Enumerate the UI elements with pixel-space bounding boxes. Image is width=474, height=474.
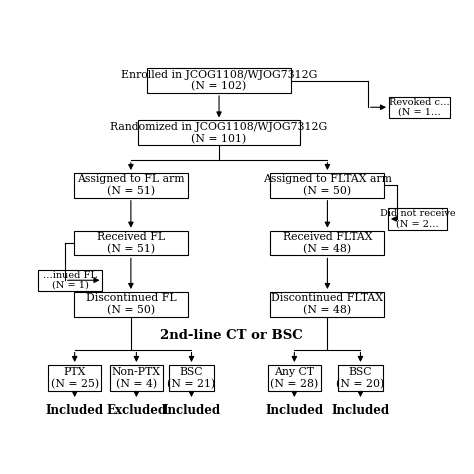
Text: Included: Included xyxy=(265,404,323,418)
Text: Excluded: Excluded xyxy=(106,404,166,418)
FancyBboxPatch shape xyxy=(138,120,300,145)
FancyBboxPatch shape xyxy=(74,231,188,255)
Text: Received FLTAX
(N = 48): Received FLTAX (N = 48) xyxy=(283,232,372,254)
FancyBboxPatch shape xyxy=(169,365,213,391)
Text: Enrolled in JCOG1108/WJOG7312G
(N = 102): Enrolled in JCOG1108/WJOG7312G (N = 102) xyxy=(121,70,317,91)
Text: Non-PTX
(N = 4): Non-PTX (N = 4) xyxy=(112,367,161,389)
Text: Received FL
(N = 51): Received FL (N = 51) xyxy=(97,232,165,254)
FancyBboxPatch shape xyxy=(74,173,188,198)
FancyBboxPatch shape xyxy=(48,365,101,391)
FancyBboxPatch shape xyxy=(338,365,383,391)
FancyBboxPatch shape xyxy=(268,365,321,391)
Text: 2nd-line CT or BSC: 2nd-line CT or BSC xyxy=(160,329,302,342)
Text: BSC
(N = 21): BSC (N = 21) xyxy=(167,367,216,389)
Text: Discontinued FLTAX
(N = 48): Discontinued FLTAX (N = 48) xyxy=(272,293,383,315)
Text: …inued FL
(N = 1): …inued FL (N = 1) xyxy=(43,271,97,290)
Text: Any CT
(N = 28): Any CT (N = 28) xyxy=(270,367,319,389)
Text: Assigned to FLTAX arm
(N = 50): Assigned to FLTAX arm (N = 50) xyxy=(263,174,392,196)
FancyBboxPatch shape xyxy=(271,231,384,255)
Text: Included: Included xyxy=(46,404,104,418)
FancyBboxPatch shape xyxy=(271,292,384,317)
FancyBboxPatch shape xyxy=(271,173,384,198)
FancyBboxPatch shape xyxy=(147,68,291,93)
FancyBboxPatch shape xyxy=(389,97,449,118)
FancyBboxPatch shape xyxy=(110,365,163,391)
Text: Revoked c…
(N = 1…: Revoked c… (N = 1… xyxy=(389,98,450,117)
Text: Assigned to FL arm
(N = 51): Assigned to FL arm (N = 51) xyxy=(77,174,185,196)
Text: BSC
(N = 20): BSC (N = 20) xyxy=(337,367,384,389)
Text: PTX
(N = 25): PTX (N = 25) xyxy=(51,367,99,389)
Text: Discontinued FL
(N = 50): Discontinued FL (N = 50) xyxy=(86,293,176,315)
FancyBboxPatch shape xyxy=(388,209,447,229)
Text: Included: Included xyxy=(163,404,220,418)
Text: Did not receive
(N = 2…: Did not receive (N = 2… xyxy=(380,209,455,228)
Text: Included: Included xyxy=(331,404,390,418)
FancyBboxPatch shape xyxy=(38,270,102,291)
Text: Randomized in JCOG1108/WJOG7312G
(N = 101): Randomized in JCOG1108/WJOG7312G (N = 10… xyxy=(110,122,328,144)
FancyBboxPatch shape xyxy=(74,292,188,317)
